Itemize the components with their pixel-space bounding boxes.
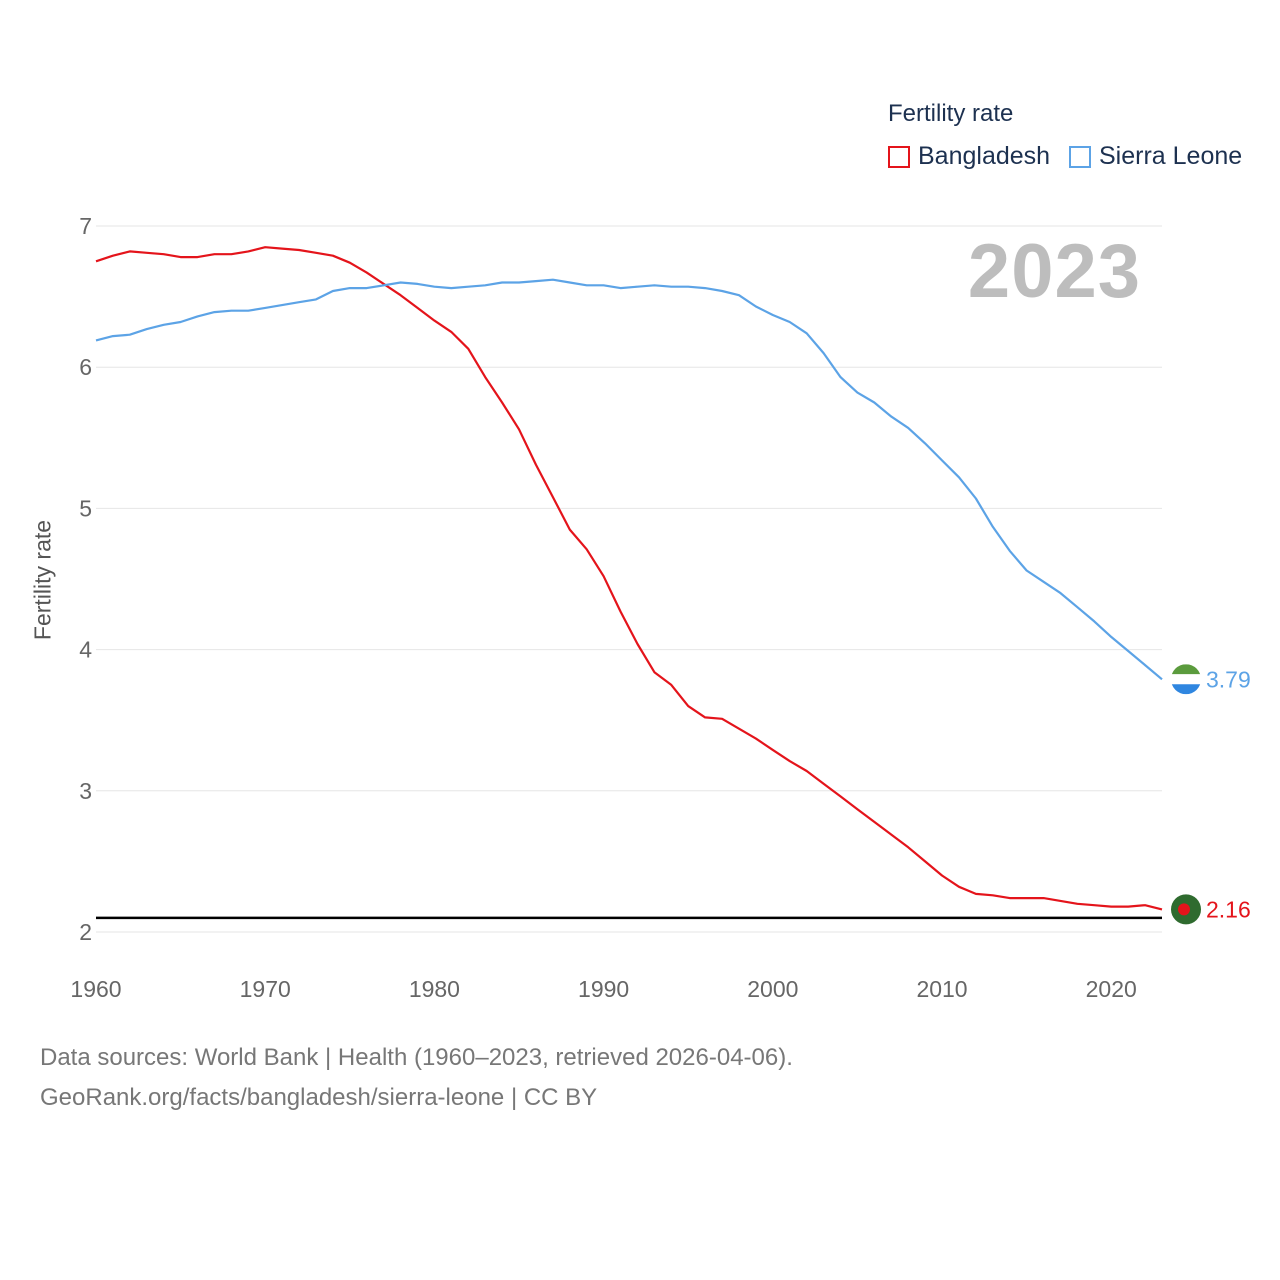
source-line-2[interactable]: GeoRank.org/facts/bangladesh/sierra-leon… [40,1084,598,1111]
y-tick-label-3: 3 [79,778,92,804]
x-tick-label-1990: 1990 [578,976,629,1002]
legend-item-sierra-leone[interactable]: Sierra Leone [1069,142,1242,171]
flag-bangladesh-disc [1178,903,1190,916]
year-label: 2023 [967,229,1141,314]
y-tick-label-2: 2 [79,919,92,945]
y-tick-label-4: 4 [79,637,92,663]
series-line-bangladesh [95,246,1163,911]
x-tick-label-1970: 1970 [240,976,291,1002]
y-axis-label: Fertility rate [29,519,56,641]
x-tick-label-1960: 1960 [70,976,121,1002]
legend-swatch-bangladesh [888,145,910,168]
x-tick-label-2000: 2000 [747,976,798,1002]
y-tick-label-5: 5 [79,495,92,521]
legend-title: Fertility rate [888,100,1014,127]
gridlines [96,225,1162,933]
flag-stripe-white [1171,674,1201,685]
x-tick-label-1980: 1980 [409,976,460,1002]
end-marker-sierra-leone: 3.79 [1171,664,1251,695]
legend-label-sierra-leone: Sierra Leone [1099,142,1243,170]
x-tick-label-2010: 2010 [916,976,967,1002]
series-line-sierra-leone [95,278,1163,681]
series-lines [95,246,1163,911]
y-tick-label-6: 6 [79,354,92,380]
source-line-1: Data sources: World Bank | Health (1960–… [40,1044,793,1071]
flag-sierra-leone-icon [1171,664,1201,695]
legend-item-bangladesh[interactable]: Bangladesh [888,142,1050,171]
legend-label-bangladesh: Bangladesh [918,142,1051,170]
legend-swatch-sierra-leone [1069,145,1091,168]
flag-stripe-green [1171,664,1201,675]
end-marker-bangladesh: 2.16 [1171,894,1251,925]
y-tick-label-7: 7 [79,213,92,239]
y-axis-ticks: 2 3 4 5 6 7 [79,213,92,945]
x-axis-ticks: 1960 1970 1980 1990 2000 2010 2020 [70,976,1136,1002]
end-value-label-sierra-leone: 3.79 [1206,666,1251,692]
end-markers: 2.16 3.79 [1171,664,1251,925]
end-value-label-bangladesh: 2.16 [1206,896,1251,922]
flag-stripe-blue [1171,684,1201,695]
x-tick-label-2020: 2020 [1086,976,1137,1002]
